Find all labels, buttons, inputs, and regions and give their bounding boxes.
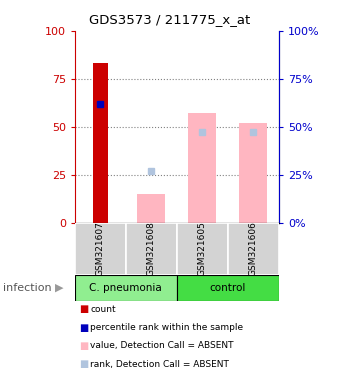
Bar [126,223,177,275]
Text: ■: ■ [79,341,88,351]
Bar [239,123,267,223]
Text: ▶: ▶ [55,283,64,293]
Text: percentile rank within the sample: percentile rank within the sample [90,323,243,332]
Text: ■: ■ [79,323,88,333]
Bar [92,63,108,223]
Text: rank, Detection Call = ABSENT: rank, Detection Call = ABSENT [90,360,229,369]
Bar [228,223,279,275]
Text: infection: infection [3,283,52,293]
Text: GSM321608: GSM321608 [147,221,156,276]
Bar [75,223,126,275]
Text: GSM321607: GSM321607 [96,221,105,276]
Text: value, Detection Call = ABSENT: value, Detection Call = ABSENT [90,341,234,351]
Text: ■: ■ [79,359,88,369]
Bar [188,113,216,223]
Bar [177,275,279,301]
Bar [75,275,177,301]
Text: ■: ■ [79,304,88,314]
Text: control: control [210,283,246,293]
Text: count: count [90,305,116,314]
Bar [177,223,228,275]
Text: GSM321606: GSM321606 [249,221,258,276]
Text: C. pneumonia: C. pneumonia [89,283,162,293]
Text: GDS3573 / 211775_x_at: GDS3573 / 211775_x_at [89,13,251,26]
Bar [137,194,165,223]
Text: GSM321605: GSM321605 [198,221,207,276]
